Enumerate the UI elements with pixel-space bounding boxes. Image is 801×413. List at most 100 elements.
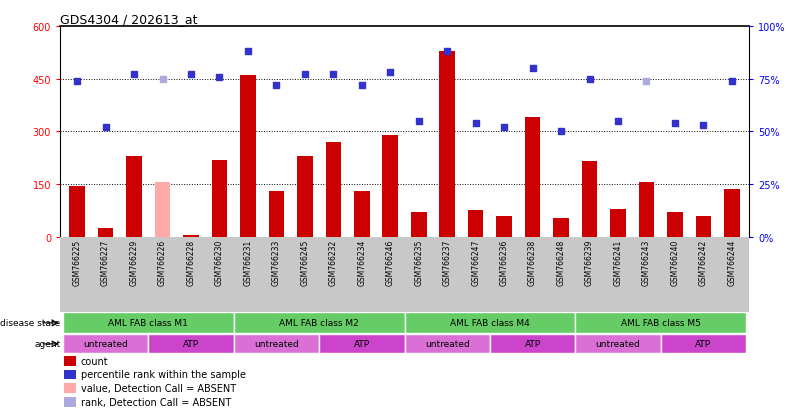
Bar <box>382 135 398 237</box>
Bar <box>354 192 369 237</box>
Bar <box>63 383 76 393</box>
Point <box>213 74 226 81</box>
Bar <box>211 160 227 237</box>
Bar <box>695 216 711 237</box>
Bar <box>63 335 148 354</box>
Text: ATP: ATP <box>354 339 370 349</box>
Bar <box>553 218 569 237</box>
Point <box>526 66 539 72</box>
Bar <box>127 157 142 237</box>
Bar <box>497 216 512 237</box>
Bar <box>667 213 682 237</box>
Point <box>184 72 197 78</box>
Bar <box>525 118 541 237</box>
Bar <box>63 370 76 380</box>
Point <box>327 72 340 78</box>
Text: GSM766225: GSM766225 <box>73 240 82 286</box>
Text: GSM766242: GSM766242 <box>699 240 708 286</box>
Text: rank, Detection Call = ABSENT: rank, Detection Call = ABSENT <box>81 397 231 407</box>
Bar <box>319 335 405 354</box>
Bar <box>411 213 427 237</box>
Point <box>99 125 112 131</box>
Bar <box>325 142 341 237</box>
Text: untreated: untreated <box>83 339 128 349</box>
Point <box>70 78 83 85</box>
Text: agent: agent <box>34 339 61 349</box>
Text: GSM766233: GSM766233 <box>272 240 281 286</box>
Bar <box>268 192 284 237</box>
Text: GSM766247: GSM766247 <box>471 240 480 286</box>
Text: GSM766235: GSM766235 <box>414 240 423 286</box>
Point <box>242 49 255 55</box>
Text: GSM766241: GSM766241 <box>614 240 622 286</box>
Text: GSM766245: GSM766245 <box>300 240 309 286</box>
Bar <box>582 162 598 237</box>
Bar <box>405 335 490 354</box>
Text: GSM766238: GSM766238 <box>528 240 537 286</box>
Text: GSM766239: GSM766239 <box>585 240 594 286</box>
Bar <box>468 211 484 237</box>
Text: AML FAB class M4: AML FAB class M4 <box>450 318 529 328</box>
Text: AML FAB class M5: AML FAB class M5 <box>621 318 701 328</box>
Bar <box>70 186 85 237</box>
Text: GSM766240: GSM766240 <box>670 240 679 286</box>
Text: untreated: untreated <box>596 339 640 349</box>
Text: GSM766234: GSM766234 <box>357 240 366 286</box>
Bar <box>724 190 739 237</box>
Point <box>726 78 739 85</box>
Point <box>697 122 710 129</box>
Point <box>669 120 682 127</box>
Text: GSM766228: GSM766228 <box>187 240 195 285</box>
Text: GSM766244: GSM766244 <box>727 240 736 286</box>
Text: GSM766230: GSM766230 <box>215 240 224 286</box>
Point <box>640 78 653 85</box>
Point <box>156 76 169 83</box>
Text: GSM766229: GSM766229 <box>130 240 139 286</box>
Bar <box>63 397 76 407</box>
Bar <box>575 335 661 354</box>
Point <box>497 125 510 131</box>
Text: GSM766248: GSM766248 <box>557 240 566 286</box>
Text: ATP: ATP <box>525 339 541 349</box>
Bar <box>234 335 319 354</box>
Text: GSM766237: GSM766237 <box>443 240 452 286</box>
Point <box>356 83 368 89</box>
Bar <box>610 209 626 237</box>
Point <box>127 72 140 78</box>
Bar <box>297 157 312 237</box>
Bar <box>155 183 171 237</box>
Bar <box>63 313 234 334</box>
Bar <box>638 183 654 237</box>
Point <box>299 72 312 78</box>
Text: GSM766231: GSM766231 <box>244 240 252 286</box>
Bar <box>234 313 405 334</box>
Text: untreated: untreated <box>254 339 299 349</box>
Bar <box>661 335 746 354</box>
Point <box>384 70 396 76</box>
Point <box>441 49 453 55</box>
Point <box>612 118 625 125</box>
Bar <box>148 335 234 354</box>
Point <box>413 118 425 125</box>
Text: count: count <box>81 356 108 366</box>
Text: percentile rank within the sample: percentile rank within the sample <box>81 370 246 380</box>
Bar <box>490 335 575 354</box>
Text: disease state: disease state <box>0 318 61 328</box>
Bar <box>240 76 256 237</box>
Bar <box>98 228 114 237</box>
Text: AML FAB class M1: AML FAB class M1 <box>108 318 188 328</box>
Bar <box>183 235 199 237</box>
Text: ATP: ATP <box>695 339 711 349</box>
Text: GSM766232: GSM766232 <box>329 240 338 286</box>
Bar <box>440 51 455 237</box>
Text: GSM766227: GSM766227 <box>101 240 110 286</box>
Bar <box>63 356 76 366</box>
Point <box>554 129 567 135</box>
Text: value, Detection Call = ABSENT: value, Detection Call = ABSENT <box>81 383 235 393</box>
Text: AML FAB class M2: AML FAB class M2 <box>280 318 359 328</box>
Point <box>469 120 482 127</box>
Text: GDS4304 / 202613_at: GDS4304 / 202613_at <box>60 13 198 26</box>
Text: ATP: ATP <box>183 339 199 349</box>
Bar <box>405 313 575 334</box>
Point <box>583 76 596 83</box>
